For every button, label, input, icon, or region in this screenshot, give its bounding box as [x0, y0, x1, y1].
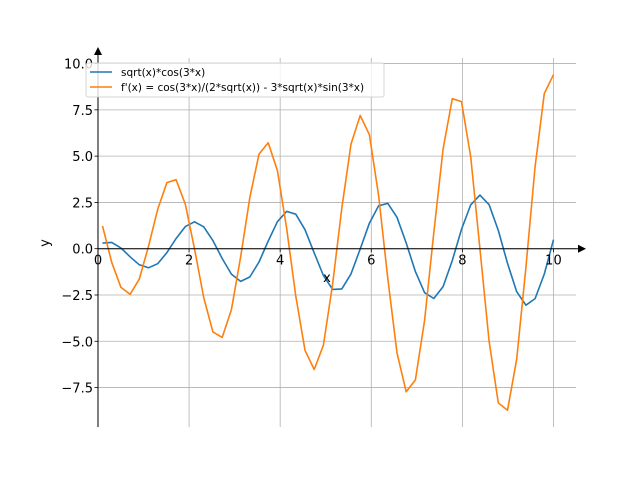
legend: sqrt(x)*cos(3*x) f'(x) = cos(3*x)/(2*sqr… — [85, 62, 385, 98]
legend-box — [85, 62, 385, 98]
x-tick-label: 6 — [367, 254, 375, 269]
y-tick-label: −7.5 — [61, 382, 93, 397]
x-axis-arrow-icon — [578, 244, 586, 253]
y-axis-arrow-icon — [93, 47, 102, 55]
series-lines — [101, 74, 555, 412]
series-line-0 — [102, 194, 555, 307]
series-line-1 — [101, 74, 555, 412]
x-tick-label: 2 — [185, 254, 193, 269]
y-tick-label: −5.0 — [61, 335, 93, 350]
y-axis-label: y — [38, 239, 53, 247]
tick-labels: 0 2 4 6 8 10−7.5−5.0−2.50.02.55.07.510.0 — [61, 58, 561, 397]
x-tick-label: 10 — [545, 254, 562, 269]
y-tick-label: −2.5 — [61, 289, 93, 304]
legend-label-0: sqrt(x)*cos(3*x) — [121, 67, 205, 79]
y-tick-label: 0.0 — [72, 243, 93, 258]
legend-label-1: f'(x) = cos(3*x)/(2*sqrt(x)) - 3*sqrt(x)… — [121, 82, 364, 94]
y-tick-label: 5.0 — [72, 150, 93, 165]
y-tick-label: 2.5 — [72, 196, 93, 211]
x-axis-label: x — [323, 271, 331, 286]
x-tick-label: 8 — [458, 254, 466, 269]
x-tick-label: 0 — [94, 254, 102, 269]
axes — [93, 47, 586, 427]
y-tick-label: 7.5 — [72, 104, 93, 119]
x-tick-label: 4 — [276, 254, 284, 269]
